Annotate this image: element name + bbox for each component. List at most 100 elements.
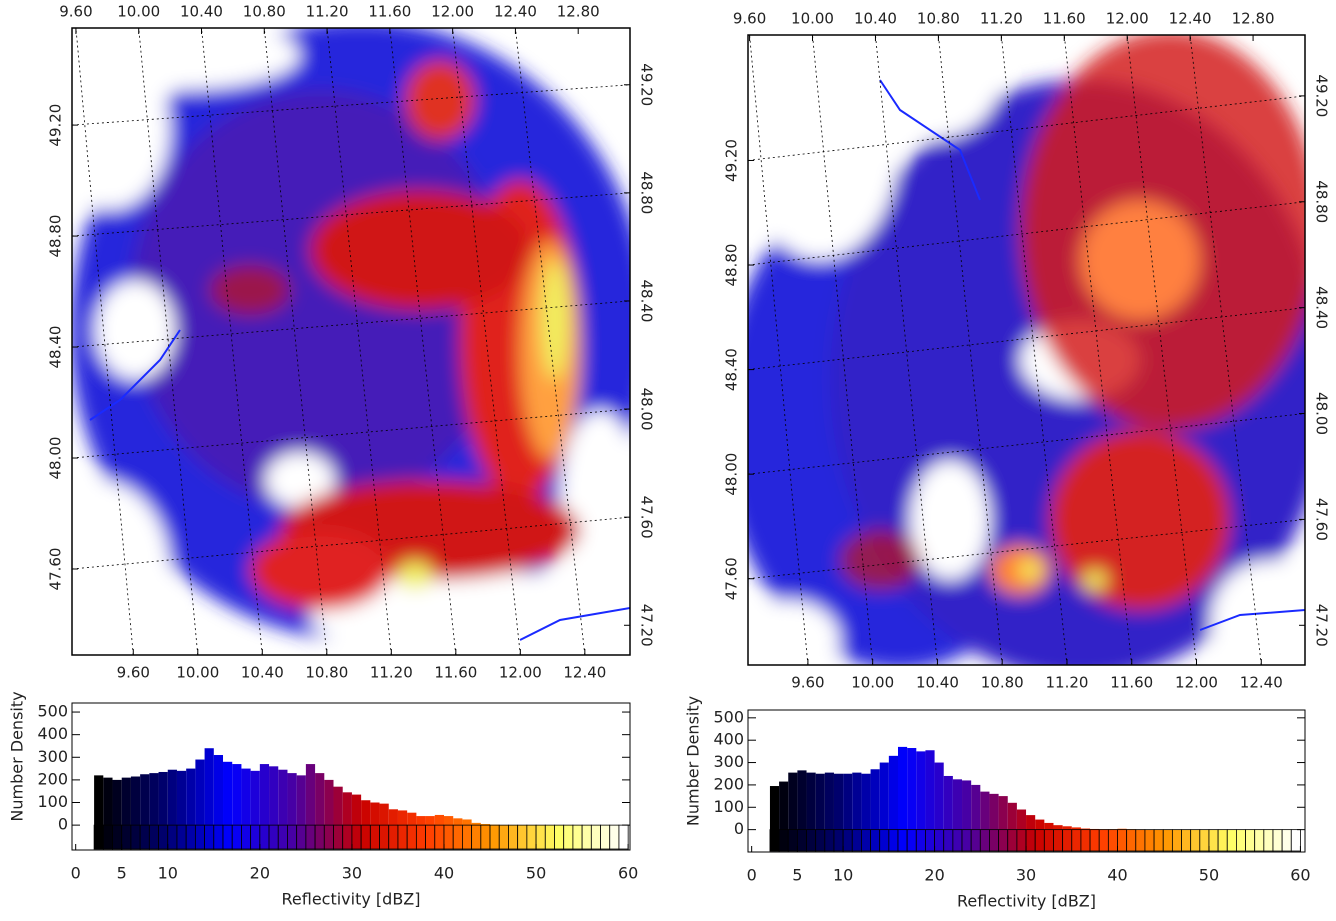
graticule [747,201,1306,266]
colorbar-cell [1107,829,1118,852]
colorbar-cell [1080,829,1091,852]
bar [943,775,953,830]
x-tick-label: 11.20 [370,664,413,682]
bar [94,775,104,826]
colorbar-cell [268,824,279,850]
bar [167,769,177,826]
bar [779,781,789,830]
colorbar-cell [851,829,862,852]
colorbar-cell [925,829,935,852]
bar [1117,828,1127,830]
x2-tick-label: 12.40 [494,3,537,21]
colorbar-cell [609,824,620,850]
bar [1035,819,1045,830]
y2-tick-label: 48.80 [638,171,656,214]
bar [324,779,334,826]
colorbar-cell [351,824,362,850]
x-tick-label: 12.40 [1240,674,1283,692]
bar [907,748,917,830]
x-tick-label: 0 [71,864,81,883]
x-tick-label: 9.60 [117,664,150,682]
bar [788,772,798,830]
colorbar-cell [998,829,1009,852]
bar [379,803,389,826]
x-tick-label: 11.20 [1046,674,1089,692]
colorbar-cell [130,824,141,850]
colorbar-cell [535,824,546,850]
colorbar-cell [1007,829,1018,852]
colorbar-cell [806,829,817,852]
x-tick-label: 60 [618,864,638,883]
y-tick-label: 300 [713,752,744,771]
y2-tick-label: 48.00 [638,388,656,431]
y2-tick-label: 47.60 [638,496,656,539]
colorbar-cell [1126,829,1137,852]
y-tick-label: 48.00 [723,453,741,496]
bar [897,746,908,830]
colorbar-cell [961,829,972,852]
colorbar-cell [452,824,463,850]
bar [852,772,862,830]
bar [1062,826,1072,830]
y-axis-title: Number Density [8,691,27,821]
colorbar-cell [796,829,807,852]
colorbar-cell [1263,829,1274,852]
colorbar-cell [618,824,629,850]
y-tick-label: 300 [37,747,68,766]
graticule [452,27,521,656]
bar [1080,828,1091,830]
bar [195,759,205,826]
colorbar-cell [526,824,537,850]
bar [232,764,242,826]
graticule [389,27,457,656]
colorbar-cell [462,824,473,850]
colorbar-cell [443,824,454,850]
bar [1026,815,1036,830]
colorbar-cell [112,824,123,850]
colorbar-cell [241,824,252,850]
radar-image [748,35,1305,665]
colorbar-cell [1281,829,1292,852]
colorbar-cell [1254,829,1265,852]
colorbar-cell [600,824,611,850]
graticule [747,307,1306,371]
bar [1053,825,1063,830]
colorbar-cell [590,824,601,850]
bar [296,775,306,826]
bar [140,774,150,826]
x-tick-label: 11.60 [1110,674,1153,692]
y-tick-label: 47.60 [47,548,65,591]
colorbar-cell [861,829,871,852]
x2-tick-label: 9.60 [59,3,92,21]
colorbar-cell [139,824,150,850]
colorbar-cell [333,824,344,850]
colorbar-cell [1208,829,1219,852]
colorbar-cell [434,824,445,850]
graticule [71,192,631,237]
colorbar-cell [369,824,380,850]
colorbar-cell [121,824,132,850]
colorbar-cell [425,824,436,850]
bar [259,764,270,826]
colorbar-cell [544,824,555,850]
colorbar-cell [952,829,963,852]
colorbar-cell [1162,829,1173,852]
colorbar-cell [1043,829,1054,852]
bar [158,771,168,826]
graticule [263,27,328,656]
colorbar-cell [148,824,159,850]
colorbar-cell [1135,829,1146,852]
y-tick-label: 400 [37,724,68,743]
x-tick-label: 12.00 [1175,674,1218,692]
colorbar-cell [305,824,316,850]
bar [989,793,999,830]
x2-tick-label: 10.80 [917,10,960,28]
bar [130,776,141,826]
colorbar-cell [185,824,196,850]
y2-tick-label: 47.20 [1313,604,1331,647]
x-tick-label: 12.00 [499,664,542,682]
colorbar-cell [1144,829,1155,852]
bar [916,751,926,830]
graticule [1063,34,1133,666]
colorbar-cell [250,824,261,850]
